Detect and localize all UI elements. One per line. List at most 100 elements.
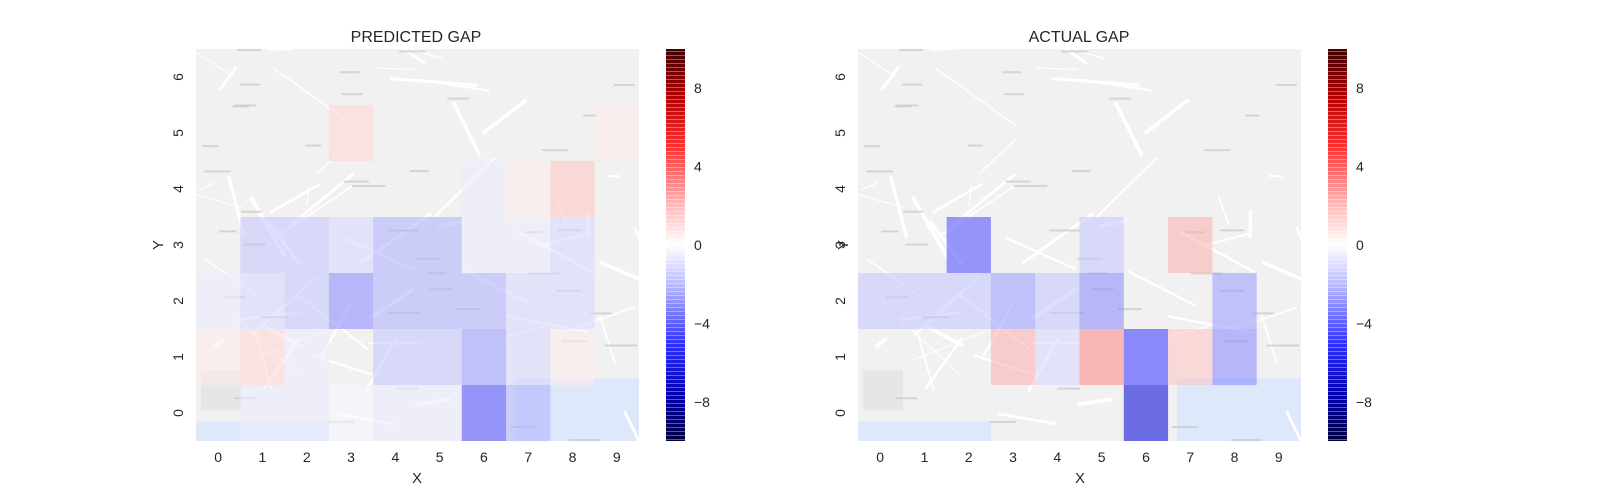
colorbar: 8 4 0 −4 −8: [1328, 49, 1372, 441]
heatmap-cell: [284, 273, 329, 329]
y-tick-label: 4: [832, 185, 848, 193]
colorbar-tick-label: 0: [1356, 237, 1364, 253]
heatmap-cell: [373, 273, 418, 329]
heatmap-cell: [550, 273, 595, 329]
x-tick-label: 5: [1098, 449, 1106, 465]
x-tick-label: 8: [569, 449, 577, 465]
heatmap-cell: [1168, 217, 1213, 273]
heatmap-cell: [328, 105, 374, 161]
heatmap-cell: [417, 273, 462, 329]
heatmap-cell: [328, 273, 374, 329]
heatmap-cell: [1079, 329, 1124, 385]
heatmap-cells: [858, 217, 1257, 441]
y-tick-label: 1: [170, 353, 186, 361]
colorbar-tick-label: 4: [1356, 159, 1364, 175]
colorbar-tick-label: 4: [694, 159, 702, 175]
colorbar-tick-label: −8: [1356, 394, 1372, 410]
heatmap-cell: [594, 105, 639, 161]
x-tick-label: 1: [921, 449, 929, 465]
y-tick-label: 2: [832, 297, 848, 305]
y-tick-label: 3: [170, 241, 186, 249]
heatmap-cell: [550, 161, 595, 217]
heatmap-cell: [417, 329, 462, 385]
y-tick-label: 3: [832, 241, 848, 249]
x-tick-label: 6: [1142, 449, 1150, 465]
y-tick-label: 0: [832, 409, 848, 417]
x-tick-label: 2: [965, 449, 973, 465]
heatmap-cell: [1079, 273, 1124, 329]
y-tick-label: 4: [170, 185, 186, 193]
heatmap-cells: [196, 105, 639, 441]
heatmap-cell: [373, 217, 418, 273]
heatmap-cell: [240, 385, 285, 441]
x-tick-label: 4: [392, 449, 400, 465]
colorbar: 8 4 0 −4 −8: [666, 49, 710, 441]
x-tick-labels: 0 1 2 3 4 5 6 7 8 9: [876, 449, 1283, 465]
heatmap-cell: [328, 217, 374, 273]
heatmap-cell: [1123, 385, 1169, 441]
x-tick-label: 7: [524, 449, 532, 465]
x-tick-labels: 0 1 2 3 4 5 6 7 8 9: [214, 449, 621, 465]
y-tick-labels: 0 1 2 3 4 5 6: [832, 73, 848, 417]
heatmap-cell: [1079, 217, 1124, 273]
x-tick-label: 7: [1186, 449, 1194, 465]
x-tick-label: 3: [347, 449, 355, 465]
y-axis-label: Y: [835, 240, 852, 250]
heatmap-cell: [902, 273, 947, 329]
x-tick-label: 6: [480, 449, 488, 465]
x-tick-label: 1: [259, 449, 267, 465]
heatmap-cell: [461, 161, 507, 217]
heatmap-cell: [858, 273, 903, 329]
heatmap-cell: [990, 329, 1036, 385]
heatmap-cell: [461, 273, 507, 329]
heatmap-cell: [461, 217, 507, 273]
x-tick-label: 5: [436, 449, 444, 465]
heatmap-cell: [461, 385, 507, 441]
colorbar-tick-label: −4: [694, 315, 710, 331]
colorbar-tick-label: 8: [1356, 80, 1364, 96]
heatmap-cell: [373, 329, 418, 385]
heatmap-cell: [284, 385, 329, 441]
y-tick-label: 6: [832, 73, 848, 81]
heatmap-cell: [373, 385, 418, 441]
heatmap-cell: [1123, 329, 1169, 385]
colorbar-tick-label: −4: [1356, 315, 1372, 331]
x-tick-label: 3: [1009, 449, 1017, 465]
heatmap-cell: [284, 217, 329, 273]
heatmap-cell: [1035, 273, 1080, 329]
y-tick-label: 6: [170, 73, 186, 81]
y-tick-label: 1: [832, 353, 848, 361]
x-tick-label: 2: [303, 449, 311, 465]
x-tick-label: 0: [214, 449, 222, 465]
y-tick-label: 5: [170, 129, 186, 137]
heatmap-cell: [417, 385, 462, 441]
heatmap-cell: [240, 217, 285, 273]
heatmap-cell: [196, 329, 241, 385]
x-tick-label: 8: [1231, 449, 1239, 465]
heatmap-cell: [1212, 329, 1257, 385]
heatmap-cell: [506, 273, 551, 329]
y-tick-label: 5: [832, 129, 848, 137]
y-tick-label: 0: [170, 409, 186, 417]
heatmap-cell: [550, 217, 595, 273]
colorbar-tick-label: −8: [694, 394, 710, 410]
y-axis-label: Y: [150, 240, 167, 250]
colorbar-tick-label: 8: [694, 80, 702, 96]
heatmap-cell: [328, 385, 374, 441]
x-tick-label: 9: [1275, 449, 1283, 465]
chart-title: PREDICTED GAP: [351, 29, 482, 46]
colorbar-tick-label: 0: [694, 237, 702, 253]
x-tick-label: 4: [1053, 449, 1061, 465]
heatmap-cell: [417, 217, 462, 273]
heatmap-cell: [1168, 329, 1213, 385]
colorbar-tick-labels: 8 4 0 −4 −8: [694, 80, 710, 410]
heatmap-cell: [240, 273, 285, 329]
y-tick-label: 2: [170, 297, 186, 305]
actual-gap-panel: ACTUAL GAP 0 1 2 3 4 5 6 7 8 9 0 1 2 3 4 5 6 X Y 8 4 0 −4 −…: [832, 29, 1372, 487]
heatmap-cell: [946, 273, 991, 329]
x-tick-label: 9: [613, 449, 621, 465]
heatmap-cell: [506, 217, 551, 273]
colorbar-tick-labels: 8 4 0 −4 −8: [1356, 80, 1372, 410]
x-axis-label: X: [412, 470, 422, 487]
